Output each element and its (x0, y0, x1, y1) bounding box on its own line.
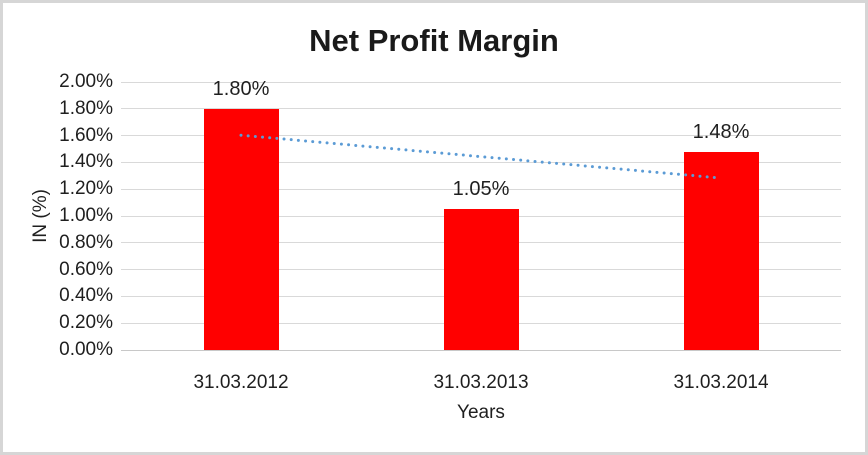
x-tick-label: 31.03.2014 (673, 372, 769, 393)
y-tick-label: 0.00% (59, 339, 113, 360)
x-tick-label: 31.03.2013 (433, 372, 529, 393)
trendline-layer (239, 133, 723, 180)
gridline (121, 135, 841, 137)
y-tick-label: 0.20% (59, 312, 113, 334)
bar (683, 151, 759, 350)
y-tick-label: 1.80% (59, 97, 113, 119)
y-tick-label: 1.20% (59, 178, 113, 200)
y-tick-label: 0.40% (59, 285, 113, 307)
gridline (121, 108, 841, 110)
bar-data-label: 1.48% (692, 120, 750, 143)
gridline (121, 81, 841, 83)
trendline (239, 133, 723, 180)
y-tick-label: 0.80% (59, 231, 113, 253)
x-tick-label: 31.03.2012 (193, 372, 289, 393)
gridline (121, 188, 841, 190)
gridline (121, 161, 841, 163)
bar (203, 108, 279, 350)
y-tick-label: 0.60% (59, 258, 113, 280)
y-tick-label: 1.40% (59, 151, 113, 173)
chart-title: Net Profit Margin (309, 23, 559, 58)
bar (443, 209, 519, 350)
plot-area: 1.80% 1.05% 1.48% (121, 78, 841, 351)
y-tick-label: 2.00% (59, 71, 113, 92)
x-axis-title: Years (457, 402, 505, 423)
y-tick-label: 1.60% (59, 124, 113, 146)
bar-data-label: 1.80% (212, 77, 270, 100)
gridline (121, 349, 841, 351)
bar-data-label: 1.05% (452, 178, 510, 201)
y-tick-label: 1.00% (59, 205, 113, 226)
